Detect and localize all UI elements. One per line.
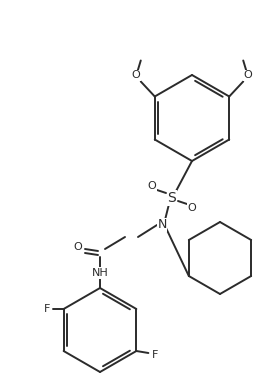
- Text: O: O: [244, 70, 253, 80]
- Text: O: O: [188, 203, 196, 213]
- Text: O: O: [74, 242, 82, 252]
- Text: F: F: [43, 304, 50, 314]
- Text: S: S: [168, 191, 176, 205]
- Text: N: N: [157, 219, 167, 231]
- Text: O: O: [131, 70, 140, 80]
- Text: NH: NH: [92, 268, 108, 278]
- Text: O: O: [148, 181, 156, 191]
- Text: F: F: [152, 350, 158, 360]
